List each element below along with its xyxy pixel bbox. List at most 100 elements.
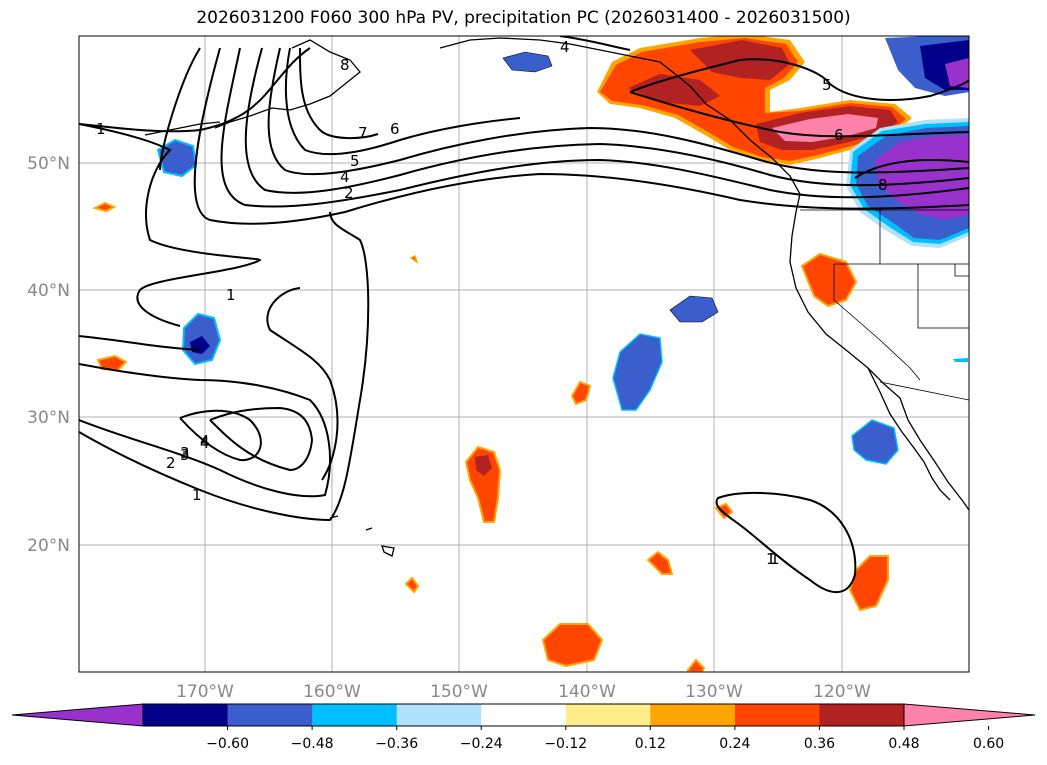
contour-label-19: 8 [878, 176, 888, 194]
pv-contour-labels: 1 2 3 4 4 5 6 7 8 1 1 1 2 3 4 4 5 6 8 1 [96, 38, 888, 568]
contour-label-17: 5 [822, 76, 832, 94]
pv-contour-ne-5 [629, 58, 969, 101]
lon-label-170w: 170°W [176, 682, 234, 702]
border-states-1 [834, 210, 969, 329]
lat-label-20n: 20°N [27, 536, 70, 556]
colorbar-segment [312, 704, 398, 726]
coastline-alaska [214, 39, 361, 129]
colorbar-segment [734, 704, 820, 726]
contour-label-4: 4 [340, 168, 350, 186]
coastline-alaska-south [439, 37, 801, 213]
pv-contour-1-main [79, 123, 262, 351]
coastline-aleutians [144, 121, 221, 136]
precip-region-c-firebrick [475, 455, 492, 476]
colorbar-segments [11, 703, 1036, 727]
colorbar-extend-max [903, 703, 1036, 727]
longitude-labels: 170°W 160°W 150°W 140°W 130°W 120°W [176, 682, 871, 702]
pv-contour-ne-8 [854, 158, 969, 179]
precip-region-ca-red [800, 252, 858, 308]
colorbar-extend-min [11, 703, 144, 727]
pv-contour-inner-4 [179, 409, 262, 462]
contour-label-2: 2 [344, 184, 354, 202]
border-states-2 [954, 264, 969, 277]
precip-region-mx-red [848, 555, 889, 612]
pv-contour-inner-1 [79, 363, 331, 498]
pv-contour-inner-2 [266, 287, 339, 481]
colorbar-tick-label: 0.24 [719, 736, 750, 752]
contour-label-18: 6 [834, 126, 844, 144]
lat-label-50n: 50°N [27, 154, 70, 174]
coastline-baja [867, 367, 951, 501]
colorbar-segment [396, 704, 482, 726]
precip-region-w-red-1 [92, 201, 117, 213]
contour-label-5: 4 [200, 432, 210, 450]
colorbar-segment [819, 704, 905, 726]
precip-region-c-blue-1 [612, 333, 663, 411]
pv-contour-4 [220, 47, 969, 208]
contour-label-10: 1 [226, 286, 236, 304]
colorbar-segment [565, 704, 651, 726]
pv-contours [79, 36, 969, 594]
precip-region-c-red-4 [646, 550, 674, 575]
colorbar-tick-label: −0.36 [375, 736, 418, 752]
contour-label-8: 7 [358, 124, 368, 142]
lat-label-40n: 40°N [27, 281, 70, 301]
colorbar-tick-label: −0.12 [544, 736, 587, 752]
contour-label-11: 1 [192, 486, 202, 504]
contour-label-15: 4 [560, 38, 570, 56]
lon-label-160w: 160°W [303, 682, 361, 702]
colorbar-tick-label: −0.24 [460, 736, 503, 752]
colorbar-segment [227, 704, 313, 726]
contour-label-14: 3 [180, 446, 190, 464]
colorbar-tick-label: 0.12 [635, 736, 666, 752]
pv-contour-1b [79, 47, 311, 133]
contour-label-9: 8 [340, 56, 350, 74]
pv-contour-1-east [715, 491, 857, 594]
precip-region-c-red-7 [404, 576, 420, 594]
pv-contour-outer [79, 47, 370, 522]
pv-contour-5 [244, 47, 969, 194]
colorbar-segment [650, 704, 736, 726]
contour-label-6: 5 [350, 152, 360, 170]
precip-region-baja-blue [851, 419, 899, 465]
colorbar-tick-label: −0.48 [291, 736, 334, 752]
precip-region-c-red-3 [570, 380, 592, 406]
precip-region-c-red-2 [541, 623, 604, 668]
precip-region-c-red-5 [714, 502, 734, 520]
colorbar-segment [481, 704, 567, 726]
colorbar-tick-label: −0.60 [206, 736, 249, 752]
pv-contour-8 [299, 47, 379, 140]
contour-label-1: 1 [96, 120, 106, 138]
precip-region-small-cyan [953, 358, 968, 362]
pv-contour-6 [267, 47, 969, 176]
contour-label-3: 3 [180, 444, 190, 462]
lon-label-130w: 130°W [685, 682, 743, 702]
coastline-westcoast [789, 211, 969, 511]
coastlines [144, 37, 969, 557]
colorbar-frame [142, 703, 905, 727]
pv-contour-2 [193, 47, 969, 225]
colorbar-tick-label: 0.60 [973, 736, 1004, 752]
map-title: 2026031200 F060 300 hPa PV, precipitatio… [196, 8, 851, 28]
precip-region-c-blue-2 [669, 295, 719, 323]
precip-region-bering-blue [502, 51, 553, 73]
contour-label-20: 1 [770, 550, 780, 568]
border-us-mexico [879, 381, 969, 401]
pv-contour-inner-3 [209, 406, 314, 472]
colorbar: −0.60 −0.48 −0.36 −0.24 −0.12 0.12 0.24 0.36 0.4… [11, 703, 1036, 752]
contour-label-13: 2 [166, 454, 176, 472]
contour-label-16: 4 [200, 434, 210, 452]
precip-region-ne-purple [945, 58, 969, 88]
pv-contour-ne-6 [629, 91, 969, 138]
precip-region-c-red-1 [464, 445, 502, 523]
lon-label-140w: 140°W [558, 682, 616, 702]
border-ca-nv [833, 264, 921, 381]
contour-label-7: 6 [390, 120, 400, 138]
colorbar-tick-label: 0.48 [888, 736, 919, 752]
precip-region-pnw-purple [875, 135, 969, 220]
lat-label-30n: 30°N [27, 408, 70, 428]
lon-label-150w: 150°W [430, 682, 488, 702]
lon-label-120w: 120°W [813, 682, 871, 702]
contour-label-12: 1 [766, 550, 776, 568]
